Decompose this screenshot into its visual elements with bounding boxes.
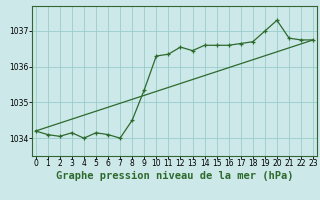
X-axis label: Graphe pression niveau de la mer (hPa): Graphe pression niveau de la mer (hPa) [56,171,293,181]
